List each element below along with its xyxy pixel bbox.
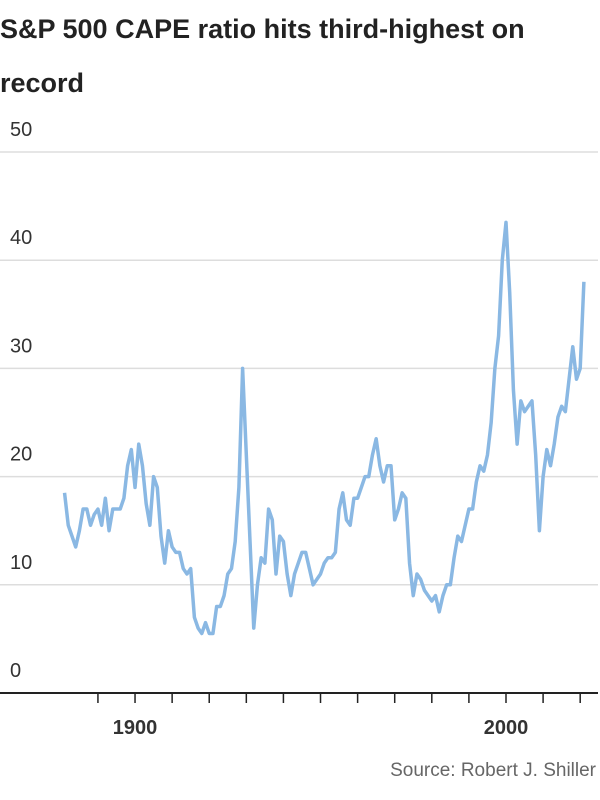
source-note: Source: Robert J. Shiller: [390, 760, 596, 781]
y-tick-label: 0: [10, 660, 21, 682]
x-tick-label: 1900: [113, 717, 158, 739]
x-tick-label: 2000: [484, 717, 529, 739]
y-tick-label: 50: [10, 119, 32, 141]
y-tick-label: 20: [10, 444, 32, 466]
y-tick-label: 30: [10, 335, 32, 357]
chart-title: S&P 500 CAPE ratio hits third-highest on…: [0, 14, 525, 98]
data-line: [62, 220, 586, 636]
y-tick-label: 10: [10, 552, 32, 574]
y-tick-label: 40: [10, 227, 32, 249]
